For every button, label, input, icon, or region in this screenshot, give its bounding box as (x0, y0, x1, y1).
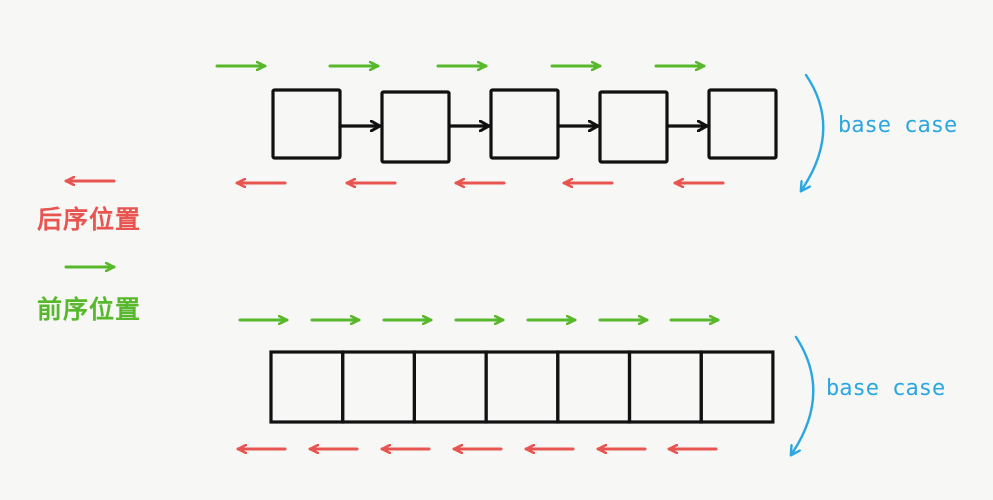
array-cell-box (556, 350, 632, 424)
array-cell-box (484, 350, 560, 424)
array-cell-box (412, 350, 488, 424)
list-node-box (271, 88, 342, 160)
array-cell-box (699, 350, 775, 424)
array-base-case-arrow (793, 335, 815, 452)
list-node-box (380, 90, 451, 164)
linked-list-base-case-arrow (803, 73, 825, 188)
postorder-label: 后序位置 (37, 205, 142, 234)
list-node-box (707, 88, 778, 160)
array-cell-box (269, 350, 345, 424)
preorder-label: 前序位置 (37, 295, 142, 324)
list-node-box (489, 88, 560, 160)
linked-list-base-case-label: base case (838, 113, 958, 138)
list-node-box (598, 90, 669, 164)
array-cell-box (627, 350, 703, 424)
array-base-case-label: base case (826, 376, 946, 401)
legend-group (64, 181, 116, 267)
linked-list-group (215, 66, 825, 188)
array-group (236, 320, 815, 452)
array-cell-box (341, 350, 417, 424)
